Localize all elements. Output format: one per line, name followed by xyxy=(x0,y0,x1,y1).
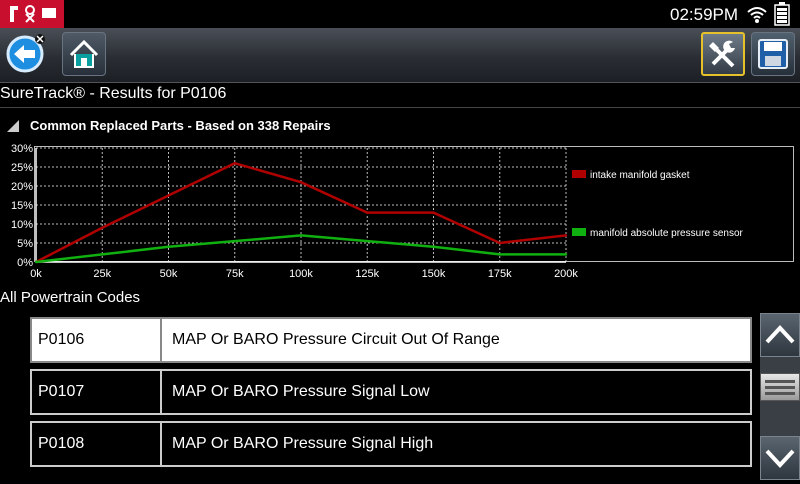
tools-button[interactable] xyxy=(701,32,745,76)
x-tick-label: 125k xyxy=(355,268,379,280)
code-cell: P0106 xyxy=(32,319,162,361)
scroll-thumb[interactable] xyxy=(760,373,800,401)
data-point xyxy=(564,234,568,237)
clock: 02:59PM xyxy=(670,5,739,24)
data-point xyxy=(299,181,303,184)
data-point xyxy=(233,162,236,165)
x-tick-label: 100k xyxy=(289,268,313,280)
data-point xyxy=(498,241,501,245)
y-tick-label: 0% xyxy=(17,257,33,269)
y-tick-label: 25% xyxy=(11,162,33,174)
x-tick-label: 25k xyxy=(93,268,111,280)
app-status-icon xyxy=(0,0,64,28)
data-point xyxy=(167,194,170,197)
description-cell: MAP Or BARO Pressure Signal Low xyxy=(172,383,430,400)
description-cell: MAP Or BARO Pressure Circuit Out Of Rang… xyxy=(172,331,500,348)
data-point xyxy=(101,226,104,229)
data-point xyxy=(366,211,369,214)
code-row[interactable]: P0108 MAP Or BARO Pressure Signal High xyxy=(30,421,752,467)
scrollbar[interactable] xyxy=(760,313,800,480)
legend-label: intake manifold gasket xyxy=(590,170,690,181)
legend-swatch xyxy=(572,170,586,178)
save-button[interactable] xyxy=(751,32,795,76)
tools-icon xyxy=(709,40,735,68)
x-tick-label: 0k xyxy=(30,268,42,280)
battery-icon xyxy=(774,2,790,26)
x-tick-label: 150k xyxy=(422,268,446,280)
data-point xyxy=(167,245,170,248)
back-arrow-icon xyxy=(6,34,45,73)
page-title: SureTrack® - Results for P0106 xyxy=(0,85,227,102)
y-tick-label: 15% xyxy=(11,200,33,212)
data-point xyxy=(101,253,104,256)
home-icon xyxy=(69,39,99,68)
chevron-up-icon xyxy=(765,325,795,344)
wifi-icon xyxy=(747,7,767,23)
y-tick-label: 30% xyxy=(11,143,33,155)
data-point xyxy=(432,245,435,248)
y-tick-label: 10% xyxy=(11,219,33,231)
scroll-down-button[interactable] xyxy=(760,436,800,480)
data-point xyxy=(498,253,501,256)
save-icon xyxy=(758,39,788,69)
x-tick-label: 50k xyxy=(160,268,178,280)
description-cell: MAP Or BARO Pressure Signal High xyxy=(172,435,434,452)
data-point xyxy=(34,260,38,264)
code-row[interactable]: P0106 MAP Or BARO Pressure Circuit Out O… xyxy=(30,317,752,363)
back-button[interactable] xyxy=(4,31,48,75)
status-bar xyxy=(0,0,800,28)
chart-heading: Common Replaced Parts - Based on 338 Rep… xyxy=(30,118,331,133)
legend-swatch xyxy=(572,228,586,236)
x-tick-label: 75k xyxy=(226,268,244,280)
data-point xyxy=(233,239,236,243)
x-tick-label: 200k xyxy=(554,268,578,280)
data-point xyxy=(299,234,303,237)
code-cell: P0107 xyxy=(32,371,162,413)
replaced-parts-chart: 0% 5% 10% 15% 20% 25% 30% 0k 25k 50k 75k 100k 125k 15… xyxy=(11,143,744,280)
scroll-up-button[interactable] xyxy=(760,313,800,357)
code-row[interactable]: P0107 MAP Or BARO Pressure Signal Low xyxy=(30,369,752,415)
toolbar xyxy=(0,28,800,83)
section-label: All Powertrain Codes xyxy=(0,289,141,306)
code-cell: P0108 xyxy=(32,423,162,465)
divider xyxy=(0,107,800,108)
data-point xyxy=(432,211,435,214)
y-tick-label: 5% xyxy=(17,238,33,250)
menu-lines-icon xyxy=(765,380,795,395)
data-point xyxy=(366,239,369,243)
y-tick-label: 20% xyxy=(11,181,33,193)
x-tick-label: 175k xyxy=(488,268,512,280)
home-button[interactable] xyxy=(62,32,106,76)
collapse-triangle-icon[interactable] xyxy=(5,118,21,134)
chevron-down-icon xyxy=(765,449,795,468)
data-point xyxy=(564,253,568,256)
legend-label: manifold absolute pressure sensor xyxy=(590,228,744,239)
